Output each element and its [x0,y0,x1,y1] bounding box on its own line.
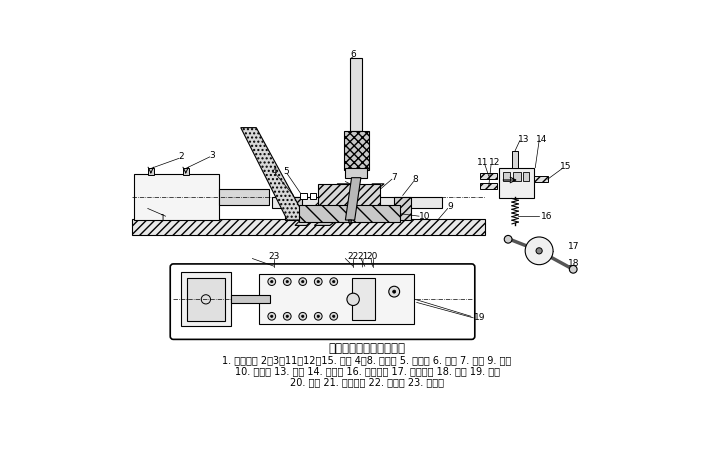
Polygon shape [295,184,349,226]
Polygon shape [346,178,361,220]
Text: 20: 20 [367,252,378,262]
Circle shape [389,286,399,297]
Text: 6: 6 [350,50,356,59]
Circle shape [333,281,335,283]
Circle shape [333,315,335,317]
Bar [148,168,154,175]
Text: 19: 19 [474,313,485,322]
FancyBboxPatch shape [170,264,475,340]
Text: 21: 21 [358,252,369,262]
Circle shape [270,281,273,283]
Circle shape [299,312,307,320]
Circle shape [299,278,307,286]
Text: 7: 7 [391,173,397,182]
Text: 气动夹紧连续钻孔装置图: 气动夹紧连续钻孔装置图 [328,342,406,355]
Circle shape [270,315,273,317]
Text: 18: 18 [569,259,580,268]
Bar [187,278,225,321]
Bar [310,193,316,199]
Circle shape [504,236,512,243]
Text: 8: 8 [412,176,418,184]
Text: 23: 23 [268,252,280,262]
Circle shape [330,278,338,286]
Bar [523,172,529,181]
Bar [318,184,380,221]
Text: 3: 3 [209,151,215,160]
Text: 17: 17 [569,242,580,252]
Bar [533,176,548,183]
Circle shape [302,315,304,317]
Circle shape [569,266,577,273]
Bar [259,274,414,324]
Text: 12: 12 [488,158,500,167]
Text: 22: 22 [348,252,358,262]
Bar [394,197,412,220]
Bar [300,193,307,199]
Bar [219,189,270,205]
Text: 14: 14 [536,135,547,143]
Text: 16: 16 [541,212,553,221]
Circle shape [286,281,288,283]
Bar [499,168,533,198]
Circle shape [286,315,288,317]
Circle shape [314,278,322,286]
Polygon shape [314,184,384,226]
Circle shape [347,293,359,306]
Bar [513,172,521,181]
Text: 15: 15 [560,163,571,172]
Text: 20. 螺杆 21. 退料簧片 22. 导向块 23. 活塞杆: 20. 螺杆 21. 退料簧片 22. 导向块 23. 活塞杆 [290,377,444,387]
Circle shape [317,315,319,317]
Bar [183,168,189,175]
Text: 1. 驱动气缸 2、3、11、12、15. 气嘴 4、8. 夹紧块 5. 支撑架 6. 钻头 7. 工件 9. 垫板: 1. 驱动气缸 2、3、11、12、15. 气嘴 4、8. 夹紧块 5. 支撑架… [222,355,512,365]
Text: 2: 2 [179,153,184,161]
Circle shape [536,248,542,254]
Text: 9: 9 [447,202,453,212]
Bar [134,174,219,220]
Circle shape [314,312,322,320]
Bar [132,219,485,235]
Polygon shape [348,220,351,226]
Text: 4: 4 [271,167,277,176]
Text: 1: 1 [161,214,166,223]
Bar [503,172,511,181]
Bar [346,168,367,178]
Bar [351,278,375,320]
Bar [181,272,232,326]
Text: 11: 11 [477,158,488,167]
Bar [344,132,369,170]
Polygon shape [241,128,307,220]
Bar [480,173,498,179]
Circle shape [268,312,275,320]
Circle shape [268,278,275,286]
Bar [232,296,270,303]
Bar [272,197,442,208]
Text: 5: 5 [282,167,288,176]
Circle shape [302,281,304,283]
Circle shape [283,278,291,286]
Bar [299,205,399,222]
Circle shape [525,237,553,265]
Circle shape [393,290,396,293]
Text: 10: 10 [419,212,430,221]
Bar [285,197,302,220]
Circle shape [283,312,291,320]
Text: 10. 支撑板 13. 顶杆 14. 换向阀 16. 回程弹簧 17. 钻床手柄 18. 凸轮 19. 螺钉: 10. 支撑板 13. 顶杆 14. 换向阀 16. 回程弹簧 17. 钻床手柄… [234,366,500,376]
Bar [350,58,362,132]
Bar [512,151,518,168]
Circle shape [330,312,338,320]
Bar [480,183,498,189]
Circle shape [317,281,319,283]
Text: 13: 13 [518,135,529,143]
